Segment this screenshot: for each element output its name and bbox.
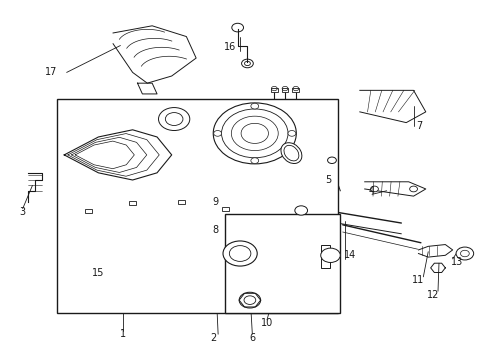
Circle shape	[251, 103, 259, 109]
Circle shape	[321, 248, 340, 262]
Circle shape	[456, 247, 474, 260]
Circle shape	[239, 292, 261, 308]
Text: 8: 8	[213, 225, 219, 235]
Text: 5: 5	[325, 175, 331, 185]
Bar	[282, 88, 289, 92]
Circle shape	[295, 206, 308, 215]
Bar	[57, 99, 338, 313]
Text: 1: 1	[120, 329, 126, 339]
Circle shape	[213, 103, 296, 164]
Circle shape	[251, 158, 259, 163]
Bar	[321, 244, 330, 268]
Bar	[271, 88, 278, 92]
Polygon shape	[113, 26, 196, 83]
Bar	[129, 201, 136, 205]
Text: 17: 17	[45, 67, 57, 77]
Polygon shape	[360, 90, 426, 123]
Polygon shape	[365, 182, 426, 196]
Circle shape	[223, 241, 257, 266]
Text: 10: 10	[261, 319, 273, 328]
Circle shape	[214, 131, 221, 136]
Circle shape	[370, 186, 378, 192]
Bar	[293, 88, 299, 92]
Text: 16: 16	[224, 42, 237, 52]
Ellipse shape	[281, 143, 302, 163]
Bar	[85, 209, 92, 213]
Text: 7: 7	[416, 121, 422, 131]
Text: 15: 15	[92, 268, 104, 278]
Polygon shape	[64, 130, 172, 180]
Polygon shape	[418, 244, 453, 257]
Circle shape	[159, 108, 190, 131]
Bar	[222, 207, 229, 211]
Circle shape	[410, 186, 417, 192]
Bar	[225, 214, 340, 313]
Text: 3: 3	[20, 207, 26, 217]
Polygon shape	[431, 263, 445, 273]
Text: 6: 6	[249, 333, 255, 343]
Bar	[178, 200, 185, 204]
Text: 9: 9	[213, 197, 219, 207]
Circle shape	[288, 131, 296, 136]
Text: 2: 2	[210, 333, 217, 343]
Text: 12: 12	[427, 290, 440, 300]
Text: 13: 13	[451, 257, 464, 267]
Text: 11: 11	[412, 275, 424, 285]
Text: 4: 4	[369, 186, 375, 196]
Text: 14: 14	[344, 250, 356, 260]
